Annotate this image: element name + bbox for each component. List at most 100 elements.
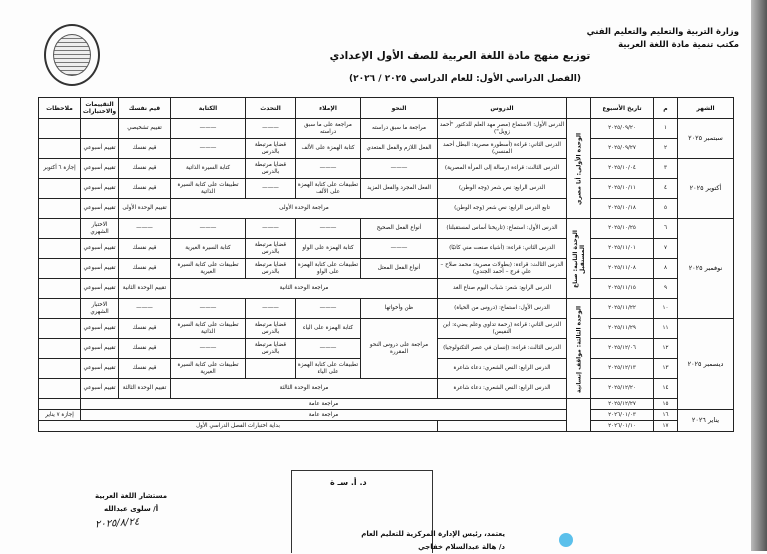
table-row: ديسمبر ٢٠٢٥ ١١ ٢٠٢٥/١١/٢٩ الدرس الثاني: قرا… — [38, 318, 734, 410]
values-cell: قيم نفسك — [118, 238, 171, 259]
assessment-cell: تقييم أسبوعي — [80, 318, 119, 339]
merged-cell: مراجعة الوحدة الثانية — [170, 278, 438, 299]
speaking-cell: قضايا مرتبطة بالدرس — [245, 258, 296, 279]
dictation-cell: ——— — [295, 298, 361, 319]
num-cell: ٤ — [653, 178, 678, 199]
table-row: أكتوبر ٢٠٢٥ ٣ ٢٠٢٥/١٠/٠٤ الدرس الثالث: قراء… — [38, 158, 734, 219]
notes-cell — [38, 138, 81, 159]
num-cell: ١٤ — [653, 378, 678, 399]
approval-text: يعتمد، رئيس الإدارة المركزية للتعليم الع… — [361, 530, 505, 538]
curriculum-table: الشهر م تاريخ الأسبوع الدروس النحو الإمل… — [38, 97, 734, 432]
approver-name: د/ هالة عبدالسلام خفاجي — [418, 543, 505, 551]
assessment-cell: تقييم أسبوعي — [80, 178, 119, 199]
values-cell: قيم نفسك — [118, 338, 171, 359]
writing-cell: ——— — [170, 338, 246, 359]
assessment-cell: تقييم أسبوعي — [80, 258, 119, 279]
office-line: مكتب تنمية مادة اللغة العربية — [618, 40, 739, 50]
num-cell: ١ — [653, 118, 678, 139]
assessment-cell: تقييم أسبوعي — [80, 158, 119, 179]
assessment-cell: تقييم أسبوعي — [80, 278, 119, 299]
lesson-cell: الدرس الثالث: قراءة (رسالة إلى المرأة ال… — [437, 158, 567, 179]
col-num: م — [653, 97, 678, 119]
num-cell: ٨ — [653, 258, 678, 279]
table-row: ١٤ ٢٠٢٥/١٢/٢٠ الدرس الرابع: النص الشعري: د… — [38, 378, 734, 399]
notes-cell — [38, 378, 81, 399]
lesson-cell: تابع الدرس الرابع: نص شعر (وجه الوطن) — [437, 198, 567, 219]
dictation-cell: كتابة الهمزة على الألف — [295, 138, 361, 159]
date-cell: ٢٠٢٥/١٢/٢٠ — [590, 378, 654, 399]
notes-cell — [38, 238, 81, 259]
assessment-cell: تقييم أسبوعي — [80, 198, 119, 219]
date-cell: ٢٠٢٦/٠١/٠٣ — [590, 409, 654, 421]
notes-cell — [38, 218, 81, 239]
assessment-cell: تقييم أسبوعي — [80, 338, 119, 359]
table-row: ١٠ ٢٠٢٥/١١/٢٢ الوحدة الثالثة: مواقف إنساني… — [38, 298, 734, 399]
lesson-cell: الدرس الثاني: قراءة (أسطورة مصرية: البطل… — [437, 138, 567, 159]
month-cell: ديسمبر ٢٠٢٥ — [677, 318, 734, 410]
date-cell: ٢٠٢٦/٠١/١٠ — [590, 420, 654, 432]
assessment-cell: الاختبار الشهري — [80, 298, 119, 319]
dictation-cell: مراجعة على ما سبق دراسته — [295, 118, 361, 139]
notes-cell — [38, 358, 81, 379]
notes-cell — [38, 338, 81, 359]
col-notes: ملاحظات — [38, 97, 81, 119]
dictation-cell: كتابة الهمزة على الياء — [295, 318, 361, 339]
date-cell: ٢٠٢٥/٠٩/٢٧ — [590, 138, 654, 159]
speaking-cell: قضايا مرتبطة بالدرس — [245, 158, 296, 179]
lesson-cell: الدرس الرابع: النص الشعري: دعاء شاعرة — [437, 378, 567, 399]
speaking-cell — [245, 358, 296, 379]
merged-cell: مراجعة الوحدة الأولى — [170, 198, 438, 219]
merged-cell: مراجعة عامة — [80, 398, 567, 410]
num-cell: ٣ — [653, 158, 678, 179]
scan-edge — [751, 0, 767, 551]
assessment-cell: تقييم أسبوعي — [80, 138, 119, 159]
stamp-text: د. أ. سـ ة — [330, 478, 367, 487]
speaking-cell: قضايا مرتبطة بالدرس — [245, 138, 296, 159]
values-cell: قيم نفسك — [118, 138, 171, 159]
header-row: الشهر م تاريخ الأسبوع الدروس النحو الإمل… — [38, 97, 734, 119]
date-cell: ٢٠٢٥/١١/١٥ — [590, 278, 654, 299]
notes-cell — [38, 258, 81, 279]
grammar-cell: مراجعة على دروس النحو المقررة — [360, 318, 438, 379]
table-row: ٤ ٢٠٢٥/١٠/١١ الدرس الرابع: نص شعر (وجه الو… — [38, 178, 734, 199]
notes-cell: إجازة ٦ أكتوبر — [38, 158, 81, 179]
num-cell: ٦ — [653, 218, 678, 239]
dictation-cell: ——— — [295, 158, 361, 179]
grammar-cell: ——— — [360, 158, 438, 179]
num-cell: ١٧ — [653, 420, 678, 432]
grammar-cell: ——— — [360, 238, 438, 259]
date-cell: ٢٠٢٥/١١/٢٩ — [590, 318, 654, 339]
dictation-cell: تطبيقات على كتابة الهمزة على الألف — [295, 178, 361, 199]
col-month: الشهر — [677, 97, 734, 119]
col-unit — [566, 97, 591, 119]
grammar-cell: ظن وأخواتها — [360, 298, 438, 319]
notes-cell — [38, 178, 81, 199]
table-row: نوفمبر ٢٠٢٥ ٦ ٢٠٢٥/١٠/٢٥ الوحدة الثانية: صن… — [38, 218, 734, 319]
num-cell: ١٠ — [653, 298, 678, 319]
date-cell: ٢٠٢٥/١٢/٢٧ — [590, 398, 654, 410]
lesson-cell — [437, 420, 567, 432]
dictation-cell: ——— — [295, 218, 361, 239]
date-cell: ٢٠٢٥/١٠/٢٥ — [590, 218, 654, 239]
values-cell: قيم نفسك — [118, 178, 171, 199]
month-cell: نوفمبر ٢٠٢٥ — [677, 218, 734, 319]
date-cell: ٢٠٢٥/١٢/١٣ — [590, 358, 654, 379]
writing-cell: تطبيقات على كتابة السيرة الغيرية — [170, 258, 246, 279]
month-cell: سبتمبر ٢٠٢٥ — [677, 118, 734, 159]
table-row: ٢ ٢٠٢٥/٠٩/٢٧ الدرس الثاني: قراءة (أسطورة م… — [38, 138, 734, 159]
table-row: ١٧ ٢٠٢٦/٠١/١٠ بداية اختبارات الفصل الدراسي… — [38, 420, 734, 432]
lesson-cell: الدرس الثاني: قراءة (رحمة تداوي وعلم يضي… — [437, 318, 567, 339]
values-cell: ——— — [118, 218, 171, 239]
values-cell: تقييم الوحدة الأولى — [118, 198, 171, 219]
month-cell: يناير ٢٠٢٦ — [677, 409, 734, 432]
num-cell: ١١ — [653, 318, 678, 339]
writing-cell: ——— — [170, 218, 246, 239]
values-cell: تقييم تشخيصي — [118, 118, 171, 139]
notes-cell — [38, 198, 81, 219]
lesson-cell: الدرس الأول: استماع: (دروس من الحياة) — [437, 298, 567, 319]
approval-block: يعتمد، رئيس الإدارة المركزية للتعليم الع… — [275, 528, 505, 554]
dictation-cell: ——— — [295, 338, 361, 359]
num-cell: ٧ — [653, 238, 678, 259]
writing-cell: كتابة السيرة الذاتية — [170, 158, 246, 179]
notes-cell: إجازة ٧ يناير — [38, 409, 81, 421]
